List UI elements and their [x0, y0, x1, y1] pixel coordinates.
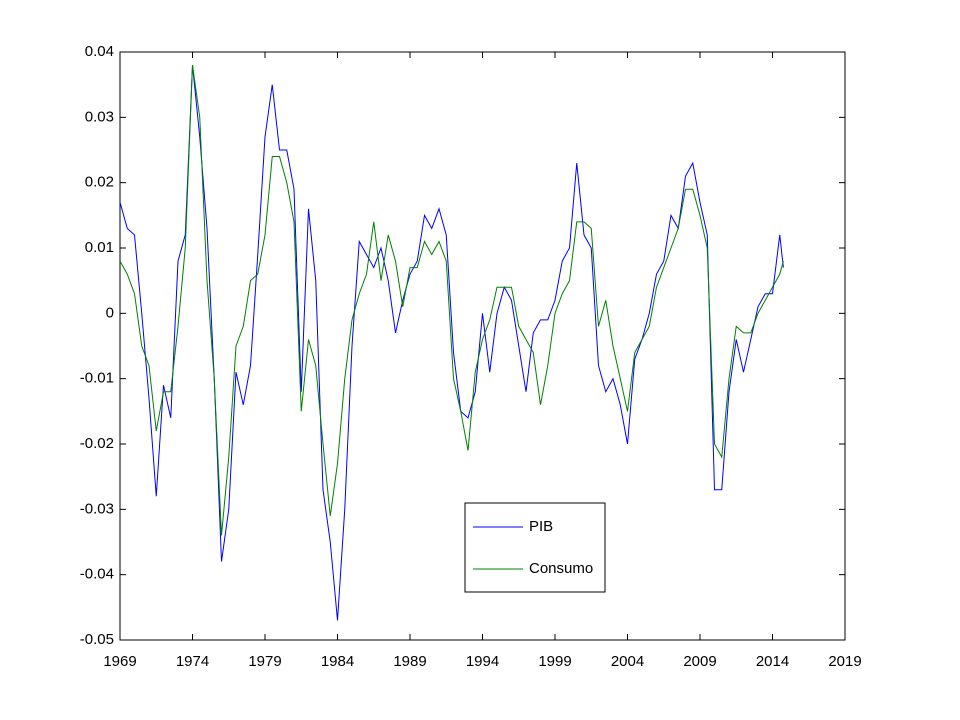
y-tick-label: -0.03 — [80, 500, 114, 517]
y-tick-label: -0.01 — [80, 370, 114, 387]
x-tick-label: 1969 — [103, 653, 136, 670]
y-tick-label: 0.03 — [85, 108, 114, 125]
y-tick-label: 0.01 — [85, 239, 114, 256]
legend-label: PIB — [529, 518, 553, 535]
x-tick-label: 1979 — [248, 653, 281, 670]
series-line — [119, 65, 784, 621]
x-tick-label: 2009 — [683, 653, 716, 670]
x-tick-label: 1984 — [321, 653, 354, 670]
x-tick-label: 1974 — [176, 653, 209, 670]
legend-label: Consumo — [529, 560, 593, 577]
y-tick-label: 0.02 — [85, 174, 114, 191]
y-tick-label: -0.05 — [80, 631, 114, 648]
x-tick-label: 1994 — [466, 653, 499, 670]
x-tick-label: 1999 — [538, 653, 571, 670]
y-tick-label: 0 — [106, 304, 114, 321]
y-tick-label: 0.04 — [85, 43, 114, 60]
y-tick-label: -0.02 — [80, 435, 114, 452]
legend-box — [464, 502, 606, 593]
x-tick-label: 2019 — [828, 653, 861, 670]
x-tick-label: 2004 — [611, 653, 644, 670]
y-tick-label: -0.04 — [80, 566, 114, 583]
x-tick-label: 2014 — [756, 653, 789, 670]
x-tick-label: 1989 — [393, 653, 426, 670]
series-line — [119, 65, 784, 536]
